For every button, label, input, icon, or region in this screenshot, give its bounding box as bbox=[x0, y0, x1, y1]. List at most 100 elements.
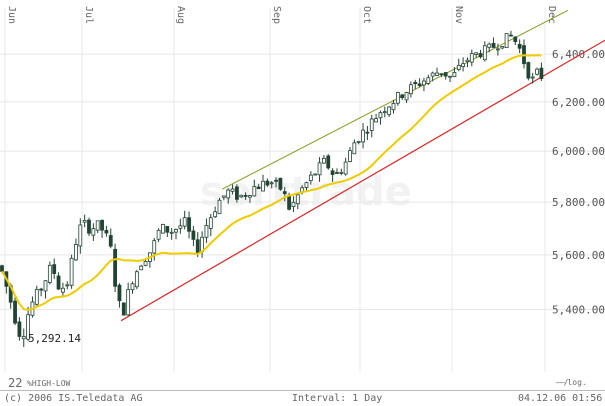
candle-body bbox=[343, 161, 348, 175]
month-label-nov: Nov bbox=[453, 6, 464, 24]
candle-body bbox=[82, 220, 87, 223]
candle-body bbox=[269, 182, 274, 185]
candle-body bbox=[517, 43, 522, 49]
candle-body bbox=[161, 224, 165, 234]
price-chart: sorttrade Jun Jul Aug Sep Oct Nov Dec 6,400.00… bbox=[0, 6, 605, 372]
candle-body bbox=[152, 240, 157, 254]
candle-body bbox=[308, 174, 313, 182]
candle-body bbox=[387, 106, 392, 116]
candle-body bbox=[174, 229, 178, 233]
candle-body bbox=[408, 84, 413, 95]
timestamp-text: 04.12.06 01:56 bbox=[518, 393, 603, 404]
candle-body bbox=[404, 92, 409, 101]
candle-body bbox=[482, 45, 487, 61]
chart-footer: (c) 2006 IS.Teledata AG Interval: 1 Day … bbox=[0, 390, 605, 406]
candle-body bbox=[17, 321, 22, 337]
candle-body bbox=[21, 336, 26, 340]
candle-body bbox=[0, 265, 4, 272]
candle-body bbox=[52, 264, 57, 274]
candle-body bbox=[139, 265, 144, 271]
candle-body bbox=[487, 43, 492, 48]
candle-body bbox=[478, 53, 483, 58]
candle-body bbox=[461, 63, 466, 67]
candle-body bbox=[321, 158, 326, 164]
candle-body bbox=[274, 179, 278, 182]
candle-body bbox=[204, 225, 209, 238]
trend-channel bbox=[120, 9, 605, 322]
month-label-jul: Jul bbox=[83, 6, 94, 24]
candle-body bbox=[65, 284, 70, 287]
candle-body bbox=[191, 230, 196, 240]
candle-body bbox=[143, 261, 148, 266]
indicator-legend: 22 %HIGH-LOW ——/log. bbox=[0, 375, 605, 390]
candle-body bbox=[234, 186, 239, 200]
candle-body bbox=[217, 199, 222, 215]
candle-body bbox=[182, 217, 187, 227]
candle-body bbox=[513, 36, 518, 42]
candle-body bbox=[417, 83, 422, 86]
candle-body bbox=[430, 72, 435, 77]
candle-body bbox=[439, 73, 444, 76]
candle-body bbox=[165, 226, 170, 233]
candle-body bbox=[39, 288, 44, 291]
month-label-sep: Sep bbox=[271, 6, 282, 24]
candle-body bbox=[465, 59, 470, 62]
candle-body bbox=[47, 264, 52, 283]
candle-body bbox=[95, 220, 100, 231]
candle-body bbox=[448, 75, 452, 78]
indicator-name: %HIGH-LOW bbox=[27, 379, 71, 388]
y-tick-label: 5,600.00 bbox=[552, 249, 605, 262]
candle-body bbox=[339, 171, 344, 174]
candle-body bbox=[78, 224, 83, 247]
indicator-period: 22 bbox=[8, 376, 23, 390]
candle-body bbox=[361, 129, 365, 143]
candle-body bbox=[330, 170, 335, 175]
y-axis-tick-labels: 6,400.00 6,200.00 6,000.00 5,800.00 5,600.00… bbox=[552, 48, 605, 316]
month-label-dec: Dec bbox=[546, 6, 557, 24]
candle-body bbox=[422, 80, 426, 86]
y-tick-label: 6,400.00 bbox=[552, 48, 605, 61]
candle-body bbox=[69, 257, 74, 286]
candle-body bbox=[126, 289, 131, 316]
candle-body bbox=[178, 225, 183, 229]
chart-grid bbox=[0, 8, 605, 372]
candle-body bbox=[278, 177, 283, 190]
candle-body bbox=[104, 230, 109, 234]
candle-body bbox=[456, 64, 461, 71]
candle-body bbox=[539, 67, 544, 79]
candle-body bbox=[56, 275, 61, 290]
candle-body bbox=[291, 201, 296, 207]
candle-body bbox=[435, 72, 439, 76]
candle-body bbox=[91, 228, 96, 236]
moving-average-line bbox=[1, 54, 542, 311]
candle-body bbox=[287, 194, 292, 210]
candle-body bbox=[256, 186, 261, 190]
candle-body bbox=[474, 52, 479, 55]
candle-body bbox=[282, 191, 287, 195]
candle-body bbox=[395, 92, 400, 104]
month-label-aug: Aug bbox=[175, 6, 186, 24]
candle-body bbox=[530, 76, 535, 79]
candle-body bbox=[130, 283, 135, 291]
candle-body bbox=[230, 188, 235, 192]
log-scale-dash-icon: ——/ bbox=[556, 378, 568, 387]
candle-body bbox=[187, 217, 191, 232]
candle-body bbox=[382, 111, 387, 114]
candle-body bbox=[500, 45, 505, 49]
candle-body bbox=[134, 271, 139, 288]
candle-body bbox=[352, 142, 357, 155]
candle-body bbox=[261, 180, 265, 192]
candle-body bbox=[313, 173, 318, 176]
candle-body bbox=[356, 141, 361, 143]
y-tick-label: 5,400.00 bbox=[552, 304, 605, 317]
y-tick-label: 6,200.00 bbox=[552, 96, 605, 109]
candle-body bbox=[504, 33, 509, 48]
candle-body bbox=[13, 300, 17, 324]
candle-body bbox=[226, 189, 231, 199]
month-label-jun: Jun bbox=[6, 6, 17, 24]
candle-body bbox=[378, 112, 383, 119]
candle-body bbox=[100, 219, 104, 231]
candle-body bbox=[108, 235, 113, 247]
candle-body bbox=[526, 62, 531, 79]
candle-body bbox=[469, 53, 474, 63]
